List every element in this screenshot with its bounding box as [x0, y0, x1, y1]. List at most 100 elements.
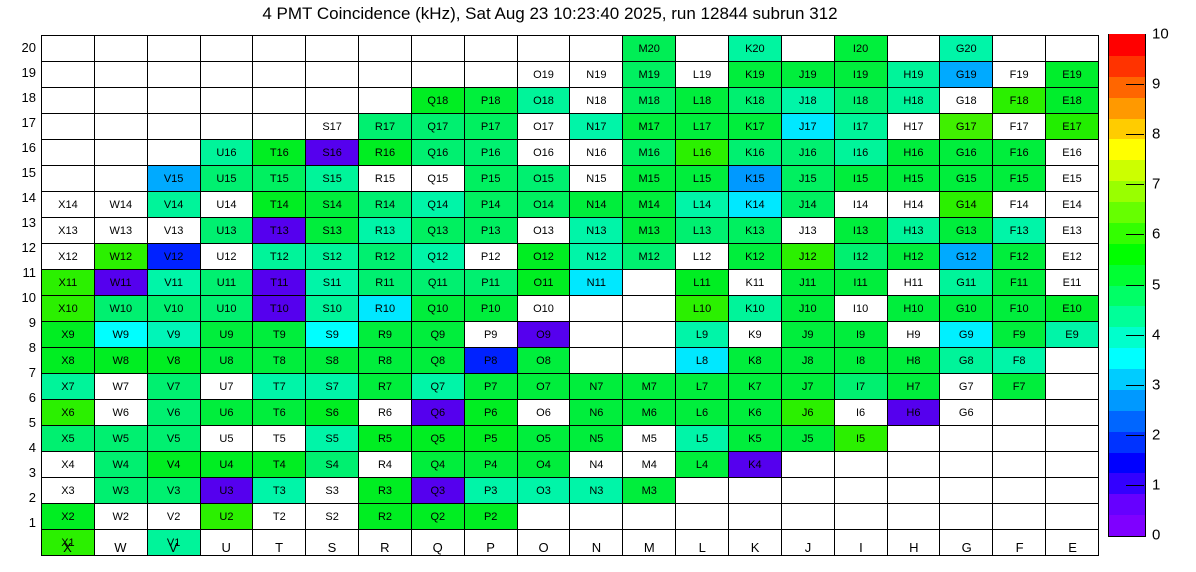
- heatmap-cell[interactable]: O5: [516, 425, 571, 452]
- heatmap-cell[interactable]: O8: [516, 347, 571, 374]
- heatmap-cell[interactable]: V15: [146, 165, 201, 192]
- heatmap-cell[interactable]: O16: [516, 139, 571, 166]
- heatmap-cell[interactable]: I13: [833, 217, 888, 244]
- heatmap-cell[interactable]: M17: [622, 113, 677, 140]
- heatmap-cell[interactable]: M12: [622, 243, 677, 270]
- heatmap-cell[interactable]: T10: [252, 295, 307, 322]
- heatmap-cell[interactable]: W9: [93, 321, 148, 348]
- heatmap-cell[interactable]: U2: [199, 503, 254, 530]
- heatmap-cell[interactable]: G11: [939, 269, 994, 296]
- heatmap-cell[interactable]: X13: [41, 217, 95, 244]
- heatmap-cell[interactable]: X7: [41, 373, 95, 400]
- heatmap-cell[interactable]: M18: [622, 87, 677, 114]
- heatmap-cell[interactable]: L11: [675, 269, 729, 296]
- heatmap-cell[interactable]: L10: [675, 295, 729, 322]
- heatmap-cell[interactable]: G18: [939, 87, 994, 114]
- heatmap-cell[interactable]: I6: [833, 399, 888, 426]
- heatmap-cell[interactable]: M15: [622, 165, 677, 192]
- heatmap-cell[interactable]: V9: [146, 321, 201, 348]
- heatmap-cell[interactable]: Q9: [410, 321, 465, 348]
- heatmap-cell[interactable]: N12: [569, 243, 624, 270]
- heatmap-cell[interactable]: M19: [622, 61, 677, 88]
- heatmap-cell[interactable]: I18: [833, 87, 888, 114]
- heatmap-cell[interactable]: O9: [516, 321, 571, 348]
- heatmap-cell[interactable]: Q16: [410, 139, 465, 166]
- heatmap-cell[interactable]: S8: [305, 347, 360, 374]
- heatmap-cell[interactable]: Q12: [410, 243, 465, 270]
- heatmap-cell[interactable]: T14: [252, 191, 307, 218]
- heatmap-cell[interactable]: G17: [939, 113, 994, 140]
- heatmap-cell[interactable]: I8: [833, 347, 888, 374]
- heatmap-cell[interactable]: I20: [833, 35, 888, 62]
- heatmap-cell[interactable]: E11: [1045, 269, 1099, 296]
- heatmap-cell[interactable]: M16: [622, 139, 677, 166]
- heatmap-cell[interactable]: P11: [463, 269, 518, 296]
- heatmap-cell[interactable]: S3: [305, 477, 360, 504]
- heatmap-cell[interactable]: I9: [833, 321, 888, 348]
- heatmap-cell[interactable]: H6: [886, 399, 941, 426]
- heatmap-cell[interactable]: U16: [199, 139, 254, 166]
- heatmap-cell[interactable]: T8: [252, 347, 307, 374]
- heatmap-cell[interactable]: Q10: [410, 295, 465, 322]
- heatmap-cell[interactable]: I5: [833, 425, 888, 452]
- heatmap-cell[interactable]: F10: [992, 295, 1047, 322]
- heatmap-cell[interactable]: N4: [569, 451, 624, 478]
- heatmap-cell[interactable]: M7: [622, 373, 677, 400]
- heatmap-cell[interactable]: P16: [463, 139, 518, 166]
- heatmap-cell[interactable]: K19: [727, 61, 782, 88]
- heatmap-cell[interactable]: V11: [146, 269, 201, 296]
- heatmap-cell[interactable]: V12: [146, 243, 201, 270]
- heatmap-cell[interactable]: X11: [41, 269, 95, 296]
- heatmap-cell[interactable]: W5: [93, 425, 148, 452]
- heatmap-cell[interactable]: L19: [675, 61, 729, 88]
- heatmap-cell[interactable]: P6: [463, 399, 518, 426]
- heatmap-cell[interactable]: X4: [41, 451, 95, 478]
- heatmap-cell[interactable]: T7: [252, 373, 307, 400]
- heatmap-cell[interactable]: R11: [358, 269, 412, 296]
- heatmap-cell[interactable]: X6: [41, 399, 95, 426]
- heatmap-cell[interactable]: L17: [675, 113, 729, 140]
- heatmap-cell[interactable]: F9: [992, 321, 1047, 348]
- heatmap-cell[interactable]: E16: [1045, 139, 1099, 166]
- heatmap-cell[interactable]: H10: [886, 295, 941, 322]
- heatmap-cell[interactable]: L5: [675, 425, 729, 452]
- heatmap-cell[interactable]: H11: [886, 269, 941, 296]
- heatmap-cell[interactable]: V14: [146, 191, 201, 218]
- heatmap-cell[interactable]: N15: [569, 165, 624, 192]
- heatmap-cell[interactable]: M13: [622, 217, 677, 244]
- heatmap-cell[interactable]: O3: [516, 477, 571, 504]
- heatmap-cell[interactable]: Q7: [410, 373, 465, 400]
- heatmap-cell[interactable]: E10: [1045, 295, 1099, 322]
- heatmap-cell[interactable]: K10: [727, 295, 782, 322]
- heatmap-cell[interactable]: I12: [833, 243, 888, 270]
- heatmap-cell[interactable]: F19: [992, 61, 1047, 88]
- heatmap-cell[interactable]: X2: [41, 503, 95, 530]
- heatmap-cell[interactable]: J10: [780, 295, 835, 322]
- heatmap-cell[interactable]: M3: [622, 477, 677, 504]
- heatmap-cell[interactable]: R9: [358, 321, 412, 348]
- heatmap-cell[interactable]: H14: [886, 191, 941, 218]
- heatmap-cell[interactable]: P17: [463, 113, 518, 140]
- heatmap-cell[interactable]: X12: [41, 243, 95, 270]
- heatmap-cell[interactable]: J17: [780, 113, 835, 140]
- heatmap-cell[interactable]: K16: [727, 139, 782, 166]
- heatmap-cell[interactable]: G19: [939, 61, 994, 88]
- heatmap-cell[interactable]: O10: [516, 295, 571, 322]
- heatmap-cell[interactable]: U4: [199, 451, 254, 478]
- heatmap-cell[interactable]: R15: [358, 165, 412, 192]
- heatmap-cell[interactable]: T4: [252, 451, 307, 478]
- heatmap-cell[interactable]: W13: [93, 217, 148, 244]
- heatmap-cell[interactable]: P18: [463, 87, 518, 114]
- heatmap-cell[interactable]: K20: [727, 35, 782, 62]
- heatmap-cell[interactable]: Q3: [410, 477, 465, 504]
- heatmap-cell[interactable]: O19: [516, 61, 571, 88]
- heatmap-cell[interactable]: E13: [1045, 217, 1099, 244]
- heatmap-cell[interactable]: K4: [727, 451, 782, 478]
- heatmap-cell[interactable]: N6: [569, 399, 624, 426]
- heatmap-cell[interactable]: V7: [146, 373, 201, 400]
- heatmap-cell[interactable]: E17: [1045, 113, 1099, 140]
- heatmap-cell[interactable]: Q11: [410, 269, 465, 296]
- heatmap-cell[interactable]: S2: [305, 503, 360, 530]
- heatmap-cell[interactable]: E18: [1045, 87, 1099, 114]
- heatmap-cell[interactable]: O6: [516, 399, 571, 426]
